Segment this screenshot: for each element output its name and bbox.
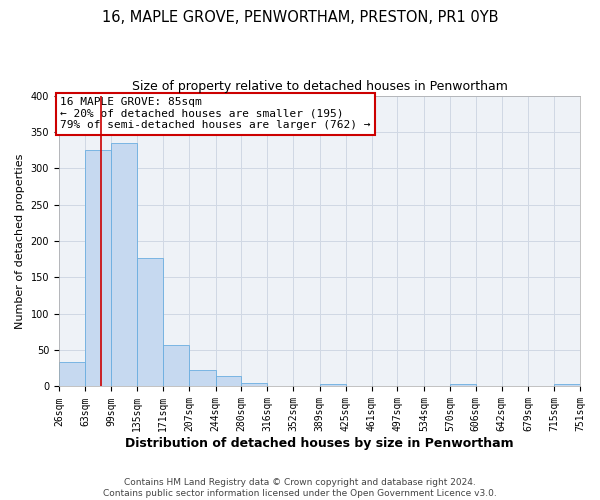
Bar — [241, 383, 268, 386]
Bar — [554, 384, 580, 386]
Bar — [215, 376, 241, 386]
Bar — [320, 384, 346, 386]
Bar — [450, 384, 476, 386]
Y-axis label: Number of detached properties: Number of detached properties — [15, 154, 25, 328]
Bar — [59, 362, 85, 386]
Text: 16 MAPLE GROVE: 85sqm
← 20% of detached houses are smaller (195)
79% of semi-det: 16 MAPLE GROVE: 85sqm ← 20% of detached … — [61, 97, 371, 130]
Text: Contains HM Land Registry data © Crown copyright and database right 2024.
Contai: Contains HM Land Registry data © Crown c… — [103, 478, 497, 498]
Bar — [163, 345, 189, 387]
Bar — [137, 258, 163, 386]
Bar — [189, 370, 215, 386]
Text: 16, MAPLE GROVE, PENWORTHAM, PRESTON, PR1 0YB: 16, MAPLE GROVE, PENWORTHAM, PRESTON, PR… — [102, 10, 498, 25]
X-axis label: Distribution of detached houses by size in Penwortham: Distribution of detached houses by size … — [125, 437, 514, 450]
Bar — [85, 150, 112, 386]
Title: Size of property relative to detached houses in Penwortham: Size of property relative to detached ho… — [131, 80, 508, 93]
Bar — [112, 143, 137, 386]
